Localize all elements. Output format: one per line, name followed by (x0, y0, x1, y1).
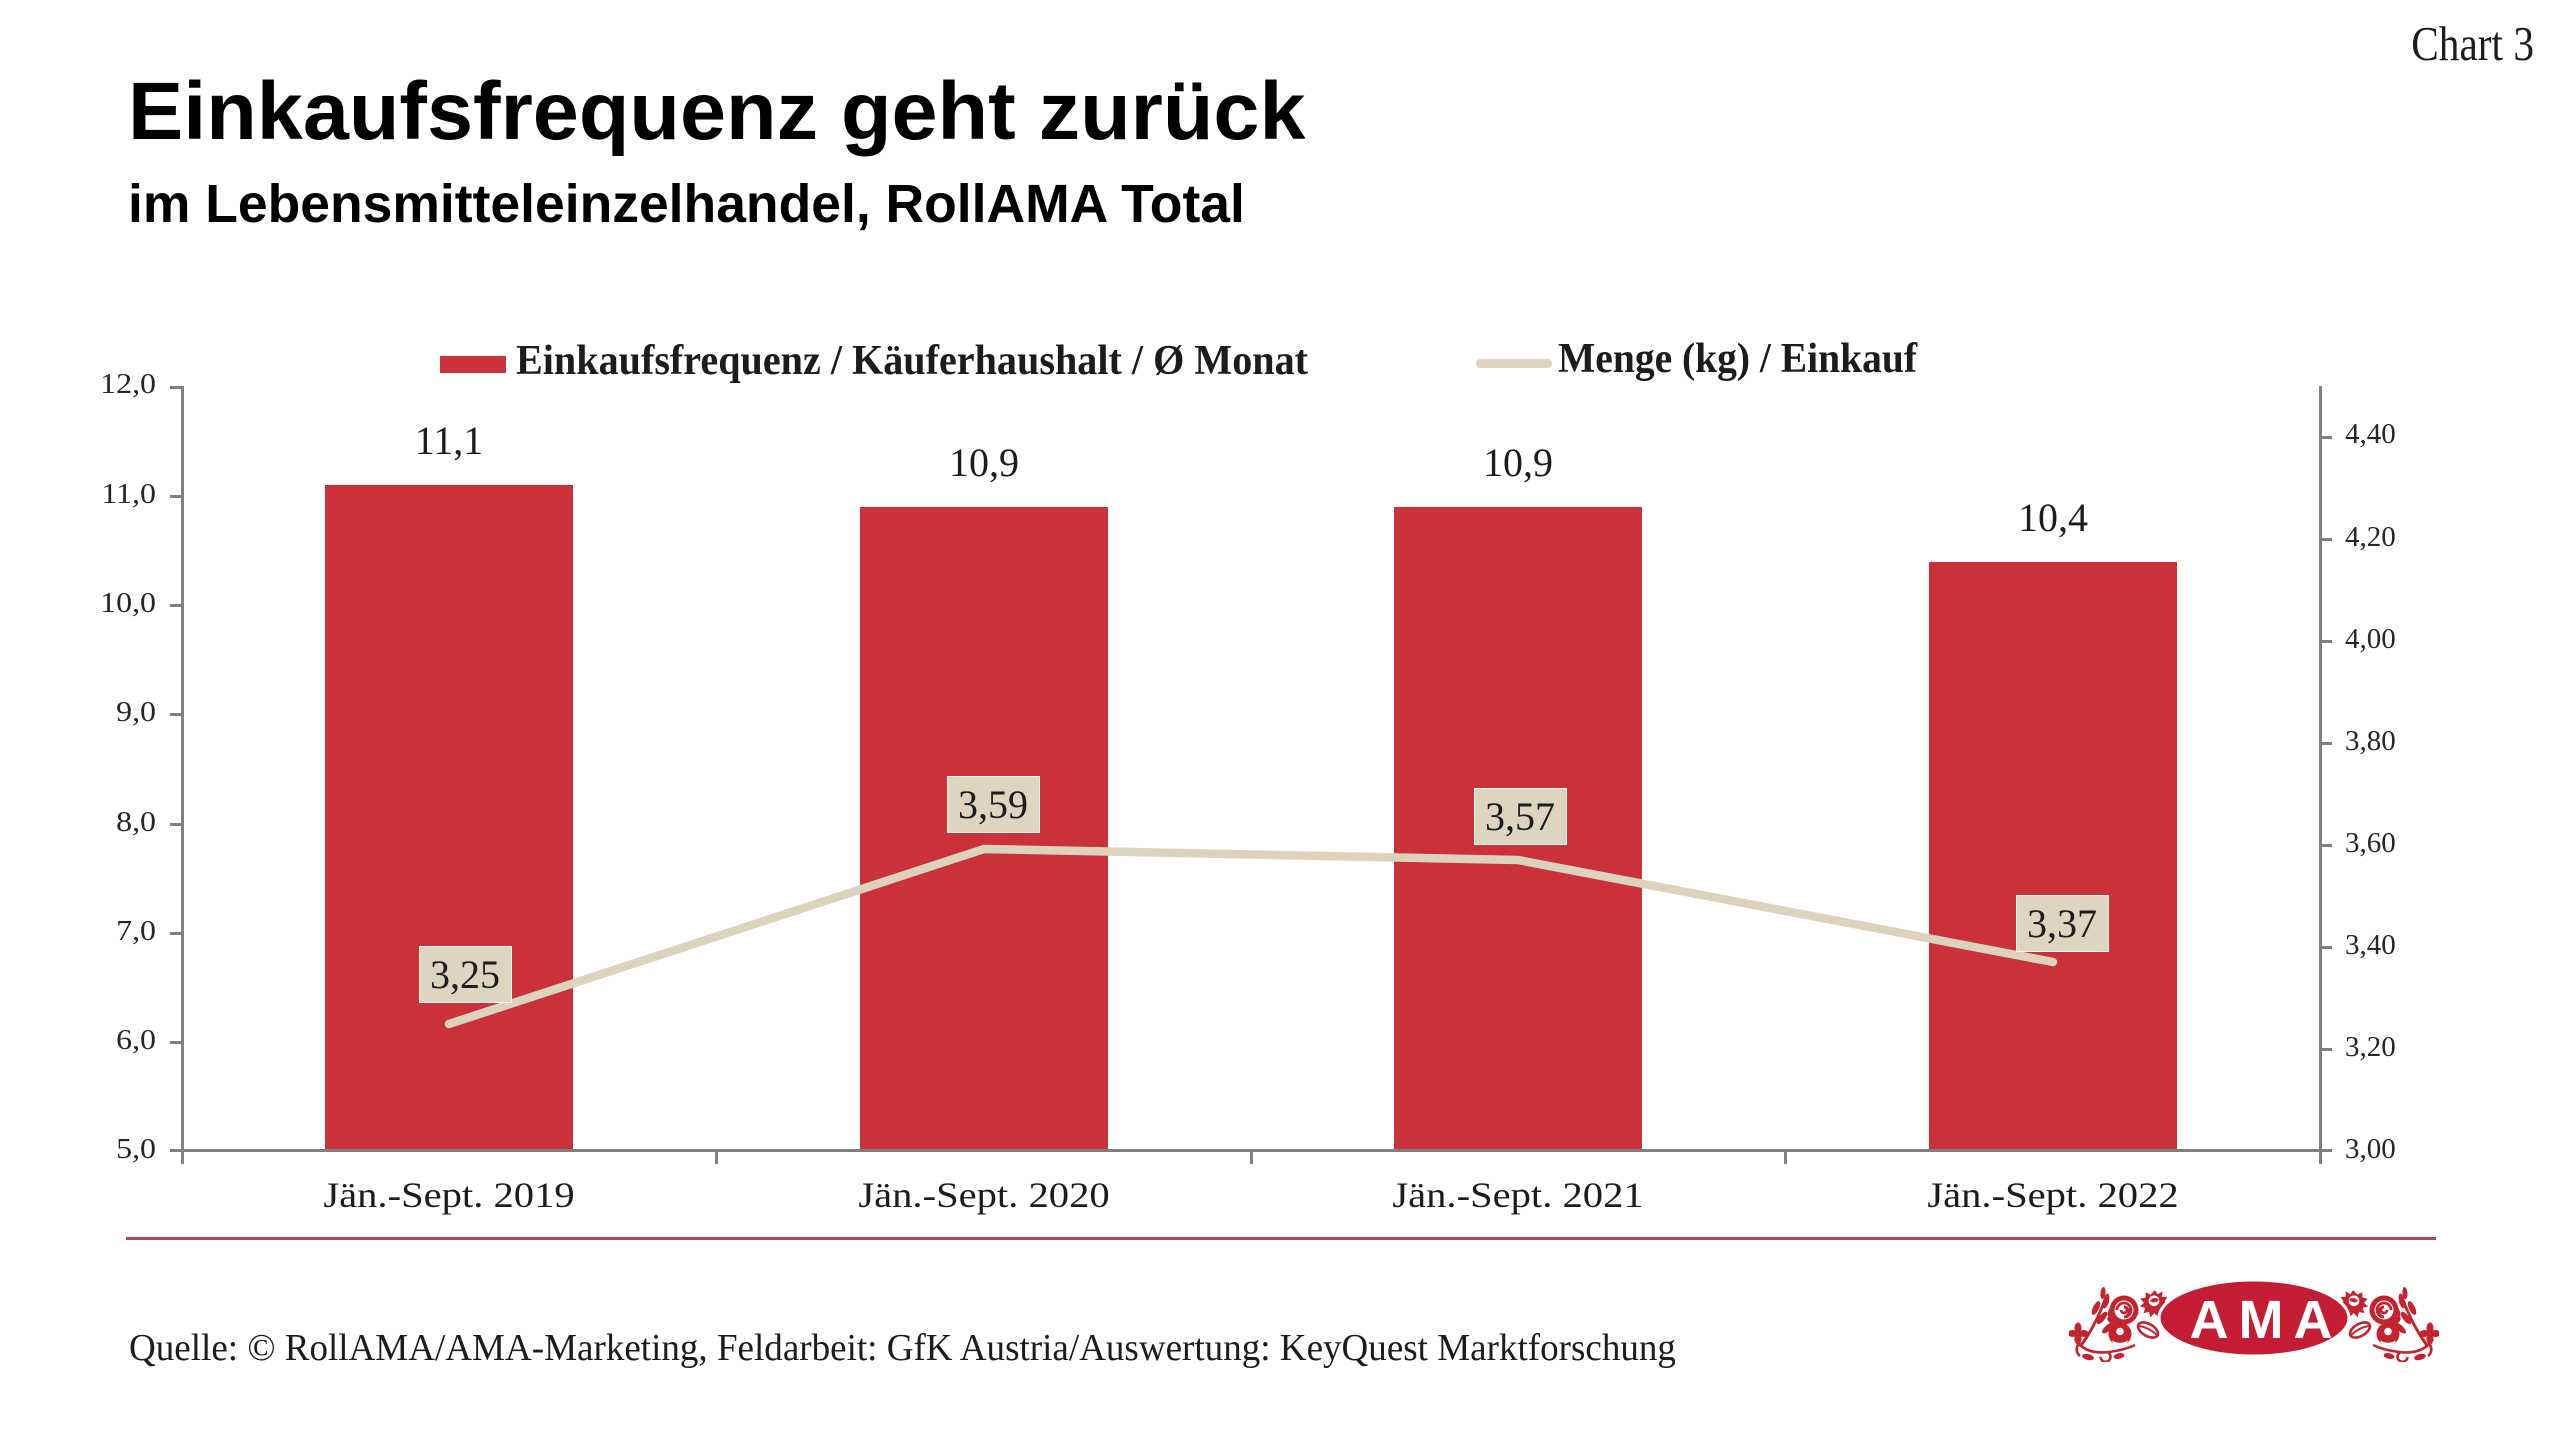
svg-text:AMA: AMA (2190, 1290, 2343, 1350)
